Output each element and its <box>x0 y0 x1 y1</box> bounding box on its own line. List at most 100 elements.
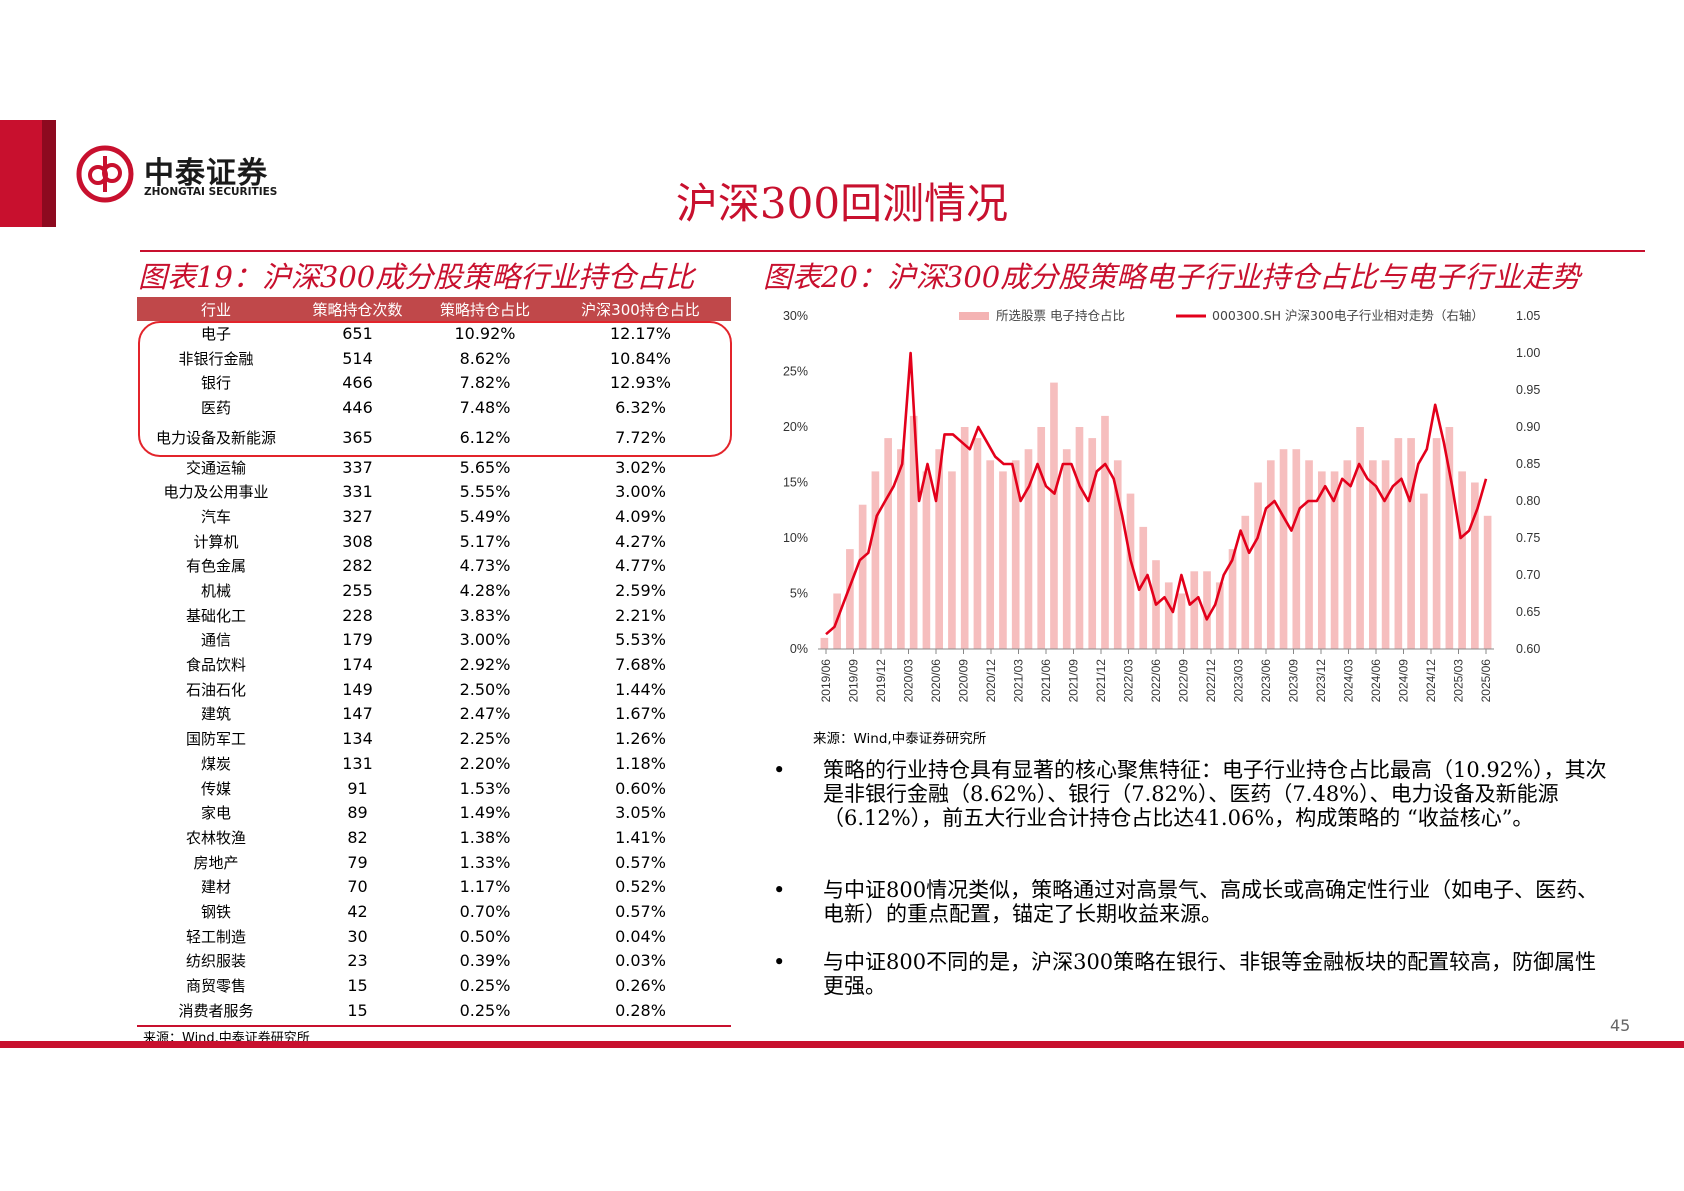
table-cell: 0.50% <box>459 926 511 946</box>
table-cell: 514 <box>342 348 373 368</box>
x-tick-label: 2020/03 <box>902 659 916 703</box>
y-right-tick-label: 1.00 <box>1516 346 1540 360</box>
y-right-tick-label: 0.90 <box>1516 420 1540 434</box>
bar-mark <box>1483 515 1492 649</box>
bar-mark <box>897 449 905 649</box>
table-cell: 通信 <box>200 631 231 650</box>
x-tick-label: 2019/12 <box>874 659 888 703</box>
bar-mark <box>1279 449 1288 649</box>
table-cell: 医药 <box>200 398 231 417</box>
bar-mark <box>1228 549 1237 649</box>
table-cell: 174 <box>342 655 373 675</box>
table-cell: 0.60% <box>615 778 666 798</box>
table-cell: 6.32% <box>615 397 666 417</box>
table-cell: 42 <box>347 901 368 921</box>
table-cell: 7.72% <box>615 427 666 447</box>
column-header: 策略持仓占比 <box>439 300 530 319</box>
table-cell: 0.39% <box>459 951 511 971</box>
bar-mark <box>948 471 956 649</box>
table-cell: 2.47% <box>459 704 511 724</box>
x-tick-label: 2020/06 <box>929 659 943 703</box>
y-left-tick-label: 10% <box>783 531 808 545</box>
x-tick-label: 2021/06 <box>1039 659 1053 703</box>
x-tick-label: 2024/09 <box>1397 659 1411 703</box>
table-cell: 0.25% <box>459 1000 511 1020</box>
bullet-text: 与中证800不同的是，沪深300策略在银行、非银等金融板块的配置较高，防御属性更… <box>823 950 1597 998</box>
bar-mark <box>884 438 892 649</box>
top5-highlight-box <box>138 321 732 457</box>
table-cell: 传媒 <box>200 779 231 798</box>
table-row: 纺织服装 23 0.39% 0.03% <box>137 949 731 974</box>
table-cell: 基础化工 <box>185 606 246 625</box>
table-cell: 2.59% <box>615 581 666 601</box>
x-tick-label: 2020/09 <box>957 659 971 703</box>
table-header: 行业 策略持仓次数 策略持仓占比 沪深300持仓占比 <box>137 297 731 321</box>
bullet-icon: • <box>773 758 786 782</box>
table-row: 农林牧渔 82 1.38% 1.41% <box>137 825 731 850</box>
table-cell: 2.20% <box>459 753 511 773</box>
table-cell: 2.92% <box>459 655 511 675</box>
table-row: 石油石化 149 2.50% 1.44% <box>137 677 731 702</box>
bar-mark <box>1432 438 1441 649</box>
table-row: 建材 70 1.17% 0.52% <box>137 874 731 899</box>
bar-mark <box>1266 460 1275 649</box>
table-cell: 3.02% <box>615 457 666 477</box>
bar-mark <box>1126 493 1135 649</box>
bar-mark <box>1305 460 1313 649</box>
table-cell: 4.28% <box>459 581 511 601</box>
y-right-tick-label: 0.80 <box>1516 494 1540 508</box>
table-cell: 337 <box>342 457 373 477</box>
x-tick-label: 2023/12 <box>1314 659 1328 703</box>
logo-text-en: ZHONGTAI SECURITIES <box>144 186 278 198</box>
table-cell: 国防军工 <box>185 730 246 749</box>
table-cell: 0.03% <box>615 951 666 971</box>
table-row: 医药 446 7.48% 6.32% <box>137 395 731 420</box>
x-tick-label: 2024/03 <box>1342 659 1356 703</box>
table-row: 建筑 147 2.47% 1.67% <box>137 702 731 727</box>
bar-mark <box>1381 460 1390 649</box>
y-right-tick-label: 0.70 <box>1516 568 1540 582</box>
table-cell: 1.33% <box>459 852 511 872</box>
bar-mark <box>935 449 943 649</box>
table-cell: 15 <box>347 976 368 996</box>
table-cell: 327 <box>342 506 373 526</box>
figure19-title: 图表19：沪深300成分股策略行业持仓占比 <box>138 260 695 294</box>
table-cell: 7.68% <box>615 655 666 675</box>
x-tick-label: 2021/03 <box>1012 659 1026 703</box>
table-cell: 商贸零售 <box>185 977 246 996</box>
x-tick-label: 2023/09 <box>1287 659 1301 703</box>
table-cell: 5.55% <box>459 482 511 502</box>
y-left-tick-label: 30% <box>783 309 808 323</box>
bar-mark <box>1458 471 1466 649</box>
table-cell: 汽车 <box>200 507 231 526</box>
table-cell: 农林牧渔 <box>185 828 246 847</box>
table-cell: 1.44% <box>615 679 666 699</box>
table-row: 基础化工 228 3.83% 2.21% <box>137 603 731 628</box>
x-tick-label: 2022/09 <box>1177 659 1191 703</box>
table-cell: 4.77% <box>615 556 666 576</box>
table-cell: 1.53% <box>459 778 511 798</box>
bar-mark <box>1343 460 1352 649</box>
series-line <box>825 351 1488 636</box>
table-cell: 82 <box>347 827 368 847</box>
table-cell: 家电 <box>200 804 231 823</box>
table-cell: 7.82% <box>459 373 511 393</box>
bar-mark <box>986 460 995 649</box>
table-cell: 4.09% <box>615 506 666 526</box>
y-left-tick-label: 0% <box>790 642 808 656</box>
table-cell: 308 <box>342 531 373 551</box>
figure20-title: 图表20：沪深300成分股策略电子行业持仓占比与电子行业走势 <box>763 260 1581 294</box>
x-tick-label: 2025/03 <box>1452 659 1466 703</box>
bullet-icon: • <box>773 950 786 974</box>
page-number: 45 <box>1610 1016 1631 1035</box>
bar-mark <box>1420 493 1428 649</box>
table-cell: 0.26% <box>615 976 666 996</box>
bar-mark <box>820 637 829 649</box>
bullet-icon: • <box>773 878 786 902</box>
table-cell: 1.38% <box>459 827 511 847</box>
y-right-tick-label: 0.85 <box>1516 457 1540 471</box>
x-tick-label: 2025/06 <box>1479 659 1493 703</box>
bar-mark <box>1215 582 1224 649</box>
table-row: 传媒 91 1.53% 0.60% <box>137 776 731 801</box>
bullet-text: 策略的行业持仓具有显著的核心聚焦特征：电子行业持仓占比最高（10.92%），其次… <box>823 758 1607 830</box>
